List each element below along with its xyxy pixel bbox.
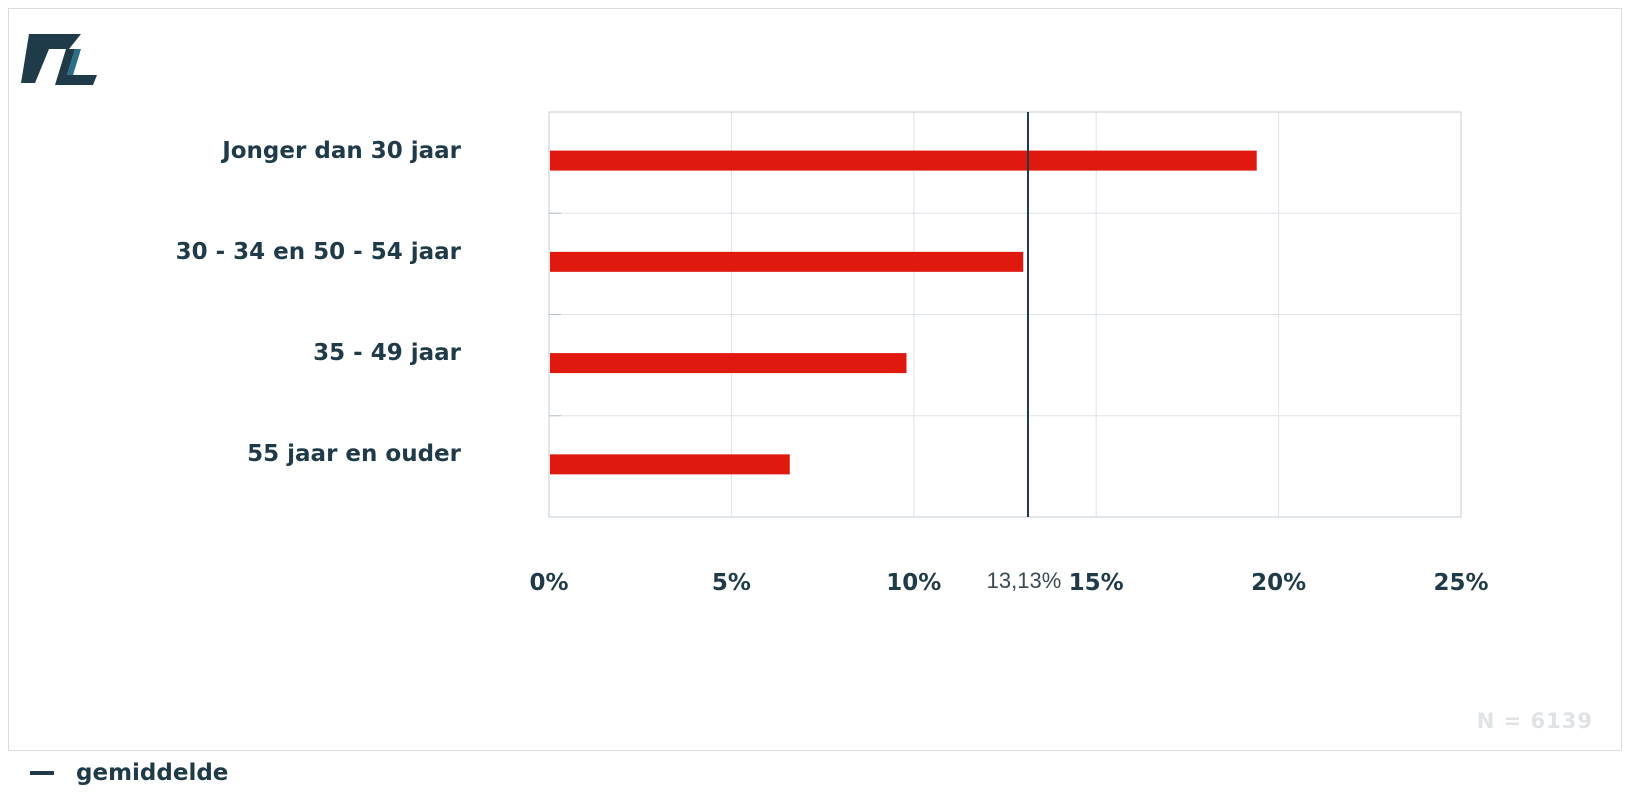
x-tick-label: 5% — [711, 570, 751, 596]
x-tick-label: 20% — [1251, 570, 1307, 596]
legend-label-average: gemiddelde — [76, 760, 229, 786]
sample-size-label: N = 6139 — [1476, 709, 1593, 733]
chart-legend: gemiddelde — [30, 760, 228, 786]
category-label: 35 - 49 jaar — [313, 340, 461, 367]
category-label: 30 - 34 en 50 - 54 jaar — [175, 238, 461, 265]
average-value-label: 13,13% — [986, 568, 1062, 593]
x-tick-label: 10% — [886, 570, 942, 596]
chart-plot — [21, 34, 1462, 518]
x-tick-label: 0% — [529, 570, 569, 596]
chart-panel: Jonger dan 30 jaar 30 - 34 en 50 - 54 jaa… — [8, 8, 1622, 751]
bar — [550, 454, 790, 475]
legend-line-swatch — [30, 771, 54, 775]
bar — [550, 353, 907, 374]
bar — [550, 150, 1257, 171]
x-tick-label: 15% — [1068, 570, 1124, 596]
x-tick-label: 25% — [1433, 570, 1489, 596]
category-label: 55 jaar en ouder — [247, 441, 461, 468]
plot-frame — [548, 111, 1462, 518]
bar — [550, 251, 1024, 272]
category-label: Jonger dan 30 jaar — [222, 137, 461, 164]
brand-logo — [21, 34, 97, 85]
